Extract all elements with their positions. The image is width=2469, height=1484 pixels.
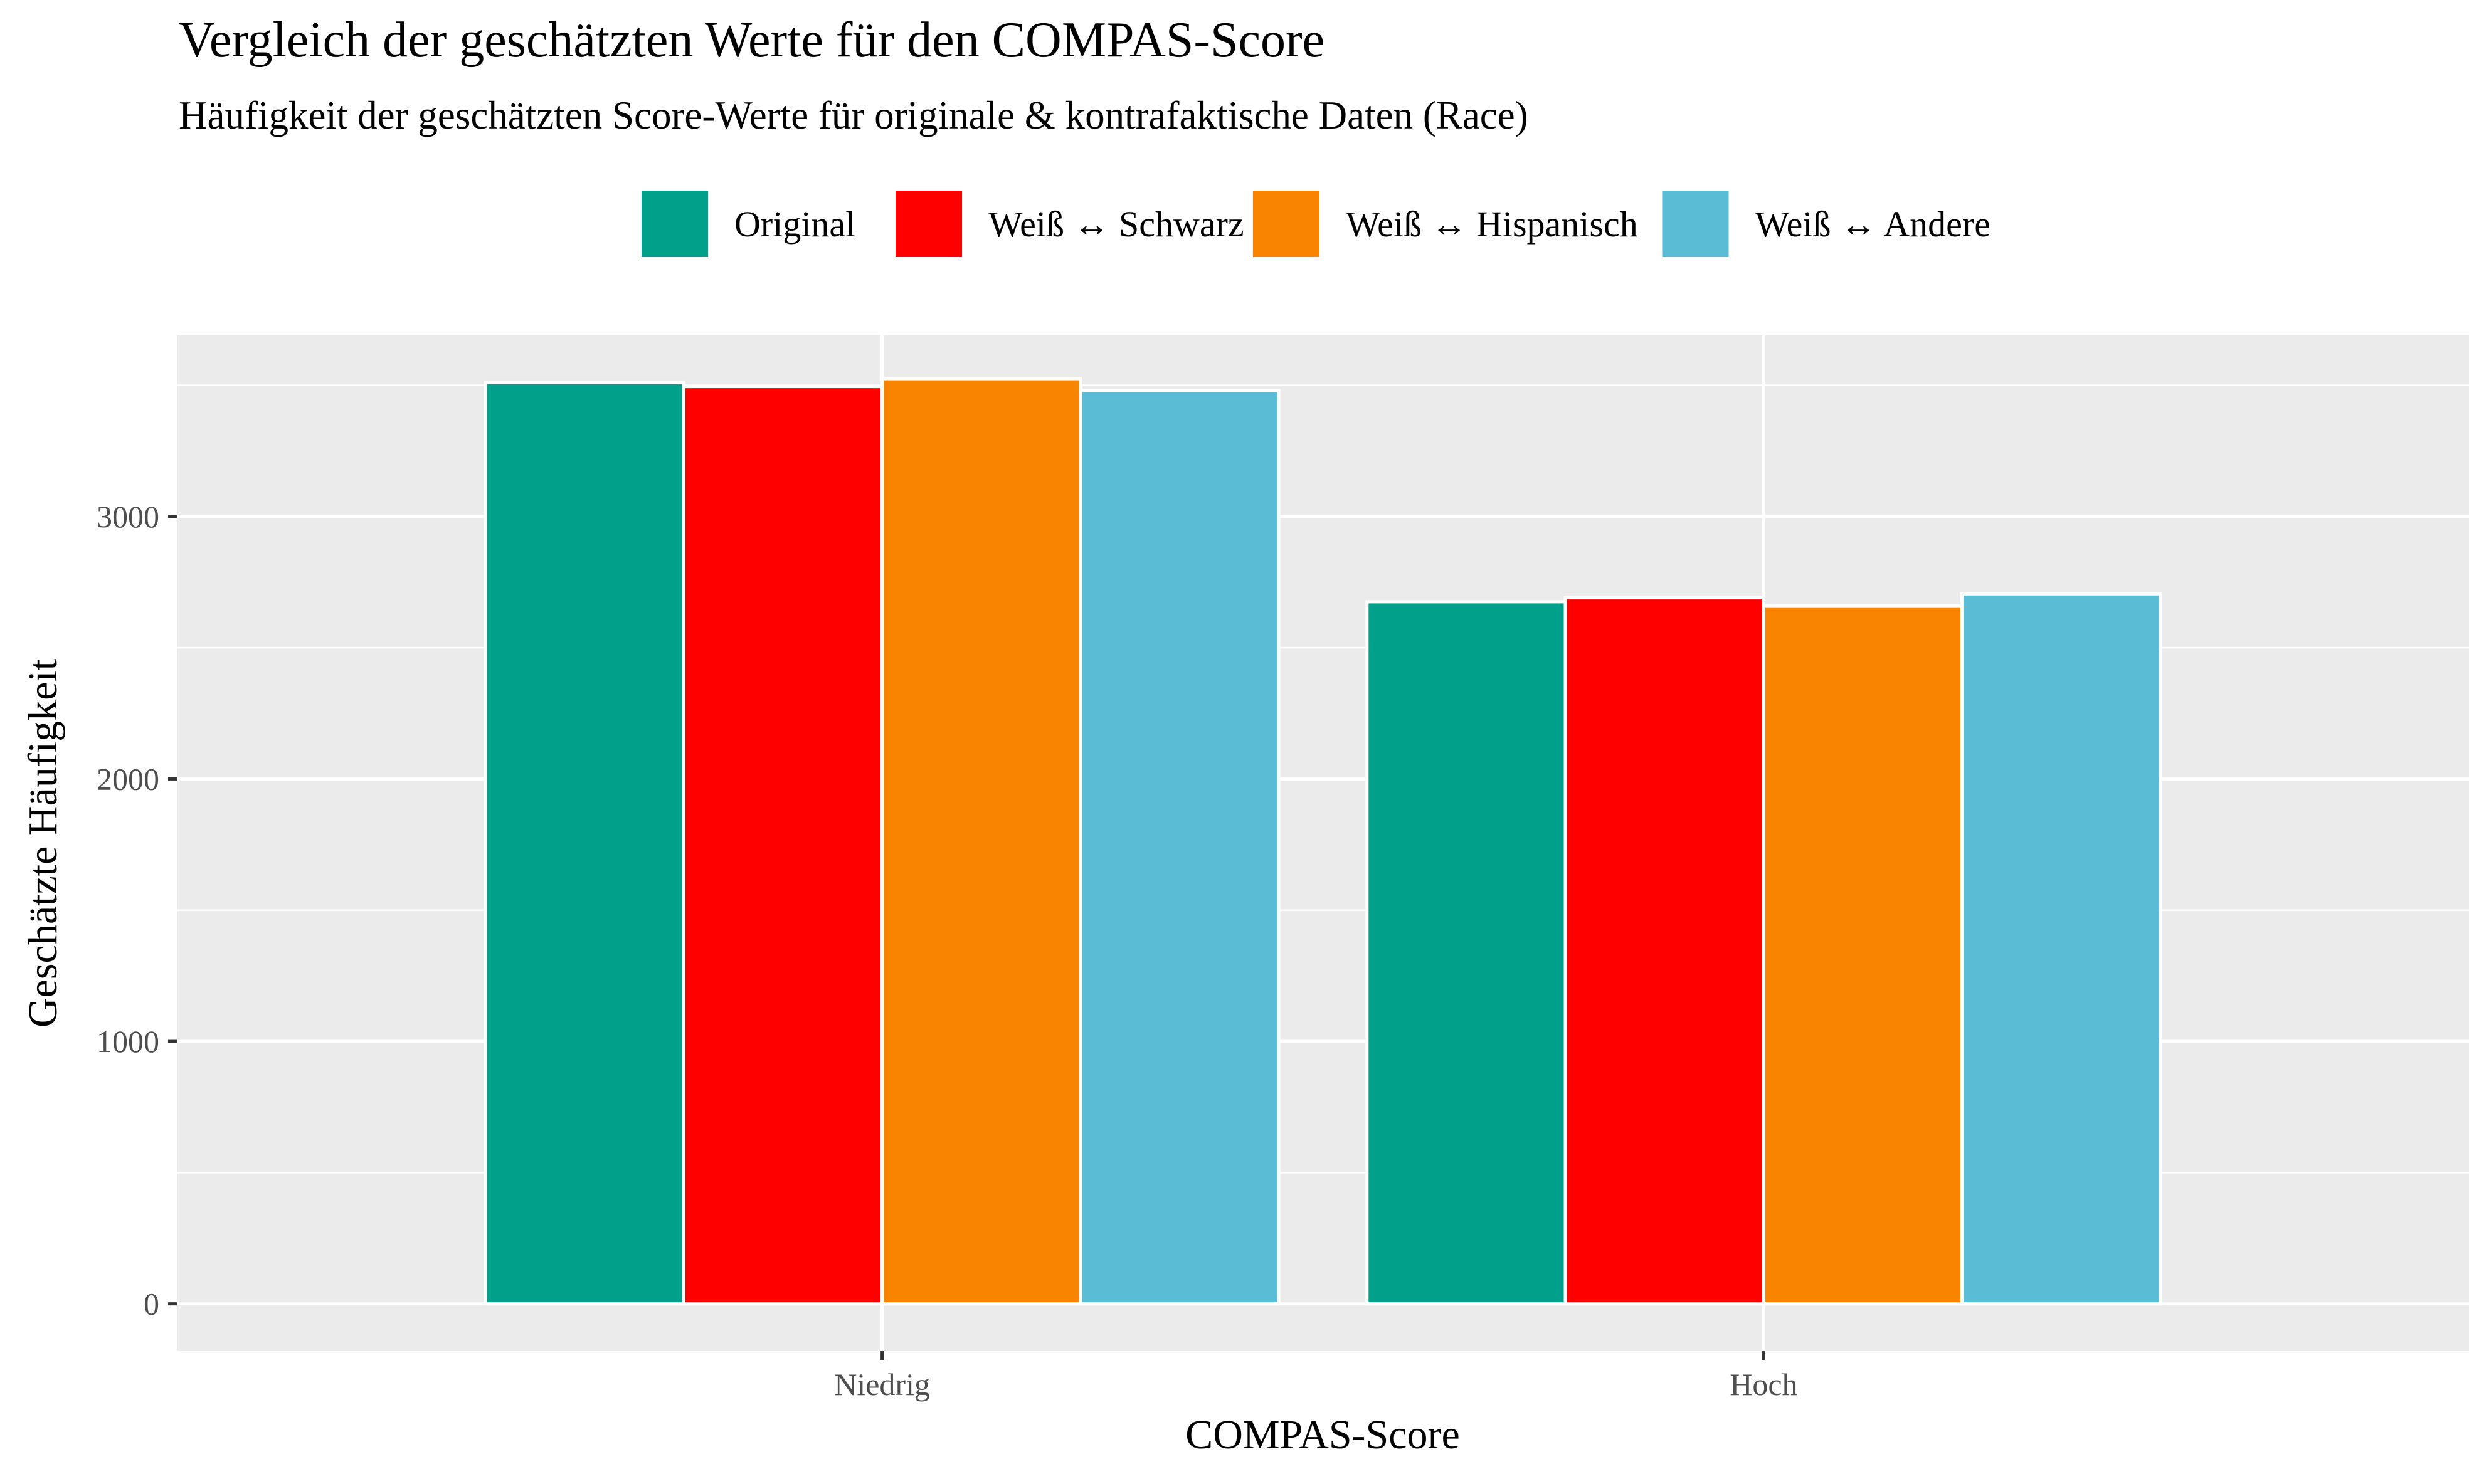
bars bbox=[484, 377, 2162, 1306]
y-tick-label: 3000 bbox=[97, 499, 159, 534]
legend: Original Weiß ↔ Schwarz Weiß ↔ Hispanisch W… bbox=[639, 188, 1991, 260]
y-axis: 0 1000 2000 3000 bbox=[97, 499, 177, 1322]
x-axis-title: COMPAS-Score bbox=[1185, 1412, 1460, 1458]
bar bbox=[1762, 604, 1964, 1306]
bar bbox=[1563, 596, 1765, 1306]
legend-item: Weiß ↔ Andere bbox=[1659, 188, 1991, 260]
legend-label: Weiß ↔ Andere bbox=[1755, 204, 1991, 245]
legend-label: Weiß ↔ Hispanisch bbox=[1346, 204, 1638, 245]
legend-key bbox=[893, 188, 965, 260]
legend-key bbox=[639, 188, 711, 260]
chart-title: Vergleich der geschätzten Werte für den … bbox=[179, 13, 1324, 68]
legend-key bbox=[1659, 188, 1731, 260]
bar bbox=[484, 381, 685, 1306]
x-tick-label: Hoch bbox=[1730, 1367, 1797, 1402]
bar bbox=[682, 385, 884, 1306]
y-tick-label: 1000 bbox=[97, 1024, 159, 1059]
legend-key bbox=[1250, 188, 1322, 260]
bar bbox=[1365, 600, 1567, 1306]
bar bbox=[880, 377, 1082, 1306]
legend-label: Weiß ↔ Schwarz bbox=[988, 204, 1244, 245]
legend-label: Original bbox=[734, 204, 855, 245]
x-axis: Niedrig Hoch bbox=[834, 1351, 1798, 1402]
bar bbox=[1079, 389, 1281, 1306]
y-tick-label: 0 bbox=[144, 1287, 159, 1322]
legend-item: Original bbox=[639, 188, 855, 260]
chart-subtitle: Häufigkeit der geschätzten Score-Werte f… bbox=[179, 93, 1528, 137]
bar bbox=[1960, 592, 2162, 1306]
x-tick-label: Niedrig bbox=[834, 1367, 930, 1402]
legend-item: Weiß ↔ Hispanisch bbox=[1250, 188, 1638, 260]
y-tick-label: 2000 bbox=[97, 761, 159, 796]
legend-item: Weiß ↔ Schwarz bbox=[893, 188, 1244, 260]
y-axis-title: Geschätzte Häufigkeit bbox=[20, 659, 66, 1028]
